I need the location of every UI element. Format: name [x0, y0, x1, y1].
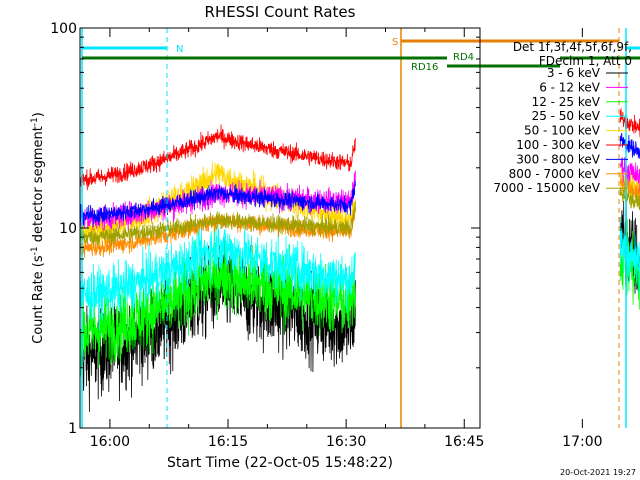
- series-line-post-saa: [619, 174, 640, 201]
- y-axis-label: Count Rate (s-1 detector segment-1): [30, 112, 46, 344]
- series-line-pre-saa: [79, 201, 356, 247]
- legend-entry-label: 25 - 50 keV: [532, 109, 601, 123]
- series-line-post-saa: [619, 108, 640, 138]
- series-line-post-saa: [619, 217, 640, 294]
- series-line-post-saa: [619, 219, 640, 310]
- night-label: N: [176, 44, 183, 55]
- x-tick-label: 16:15: [208, 434, 248, 450]
- y-axis-label-mid: detector segment: [31, 126, 46, 246]
- x-tick-label: 17:00: [562, 434, 602, 450]
- y-tick-label: 1: [68, 421, 77, 437]
- series-line-pre-saa: [79, 222, 356, 331]
- legend-entry-label: 100 - 300 keV: [516, 138, 600, 152]
- y-axis-label-main: Count Rate (s: [31, 255, 46, 344]
- legend: Det 1f,3f,4f,5f,6f,9f, FDecim 1, Att 0 3…: [493, 40, 632, 195]
- rd16-label: RD16: [411, 62, 438, 73]
- y-tick-label: 10: [59, 221, 77, 237]
- legend-entry-label: 800 - 7000 keV: [509, 167, 601, 181]
- y-axis-label-sup2: -1: [30, 117, 40, 126]
- series-line-post-saa: [619, 200, 640, 294]
- legend-header-1: Det 1f,3f,4f,5f,6f,9f,: [513, 40, 632, 54]
- series-line-pre-saa: [79, 180, 356, 227]
- x-tick-label: 16:30: [326, 434, 366, 450]
- legend-entry-label: 6 - 12 keV: [539, 80, 601, 94]
- x-tick-label: 16:45: [444, 434, 484, 450]
- legend-entry-label: 300 - 800 keV: [516, 152, 600, 166]
- footer-date: 20-Oct-2021 19:27: [560, 468, 636, 477]
- y-axis-ticks: 1 10 100: [50, 21, 480, 437]
- legend-entry-label: 7000 - 15000 keV: [493, 181, 600, 195]
- legend-entry-label: 12 - 25 keV: [532, 95, 601, 109]
- saa-label: S: [392, 37, 398, 48]
- legend-entry-label: 3 - 6 keV: [547, 66, 601, 80]
- series-line-pre-saa: [79, 226, 356, 377]
- x-tick-label: 16:00: [90, 434, 130, 450]
- legend-entry-label: 50 - 100 keV: [524, 124, 601, 138]
- series-line-post-saa: [619, 186, 640, 211]
- y-tick-label: 100: [50, 21, 77, 37]
- series-line-post-saa: [619, 132, 640, 159]
- y-axis-label-sup1: -1: [30, 246, 40, 255]
- series-line-pre-saa: [79, 124, 356, 191]
- y-axis-label-end: ): [31, 112, 46, 117]
- rd4-label: RD4: [453, 52, 474, 63]
- series-line-post-saa: [619, 156, 640, 192]
- x-axis-label: Start Time (22-Oct-05 15:48:22): [167, 455, 393, 471]
- chart-title: RHESSI Count Rates: [205, 3, 356, 21]
- legend-header-2: FDecim 1, Att 0: [539, 54, 632, 68]
